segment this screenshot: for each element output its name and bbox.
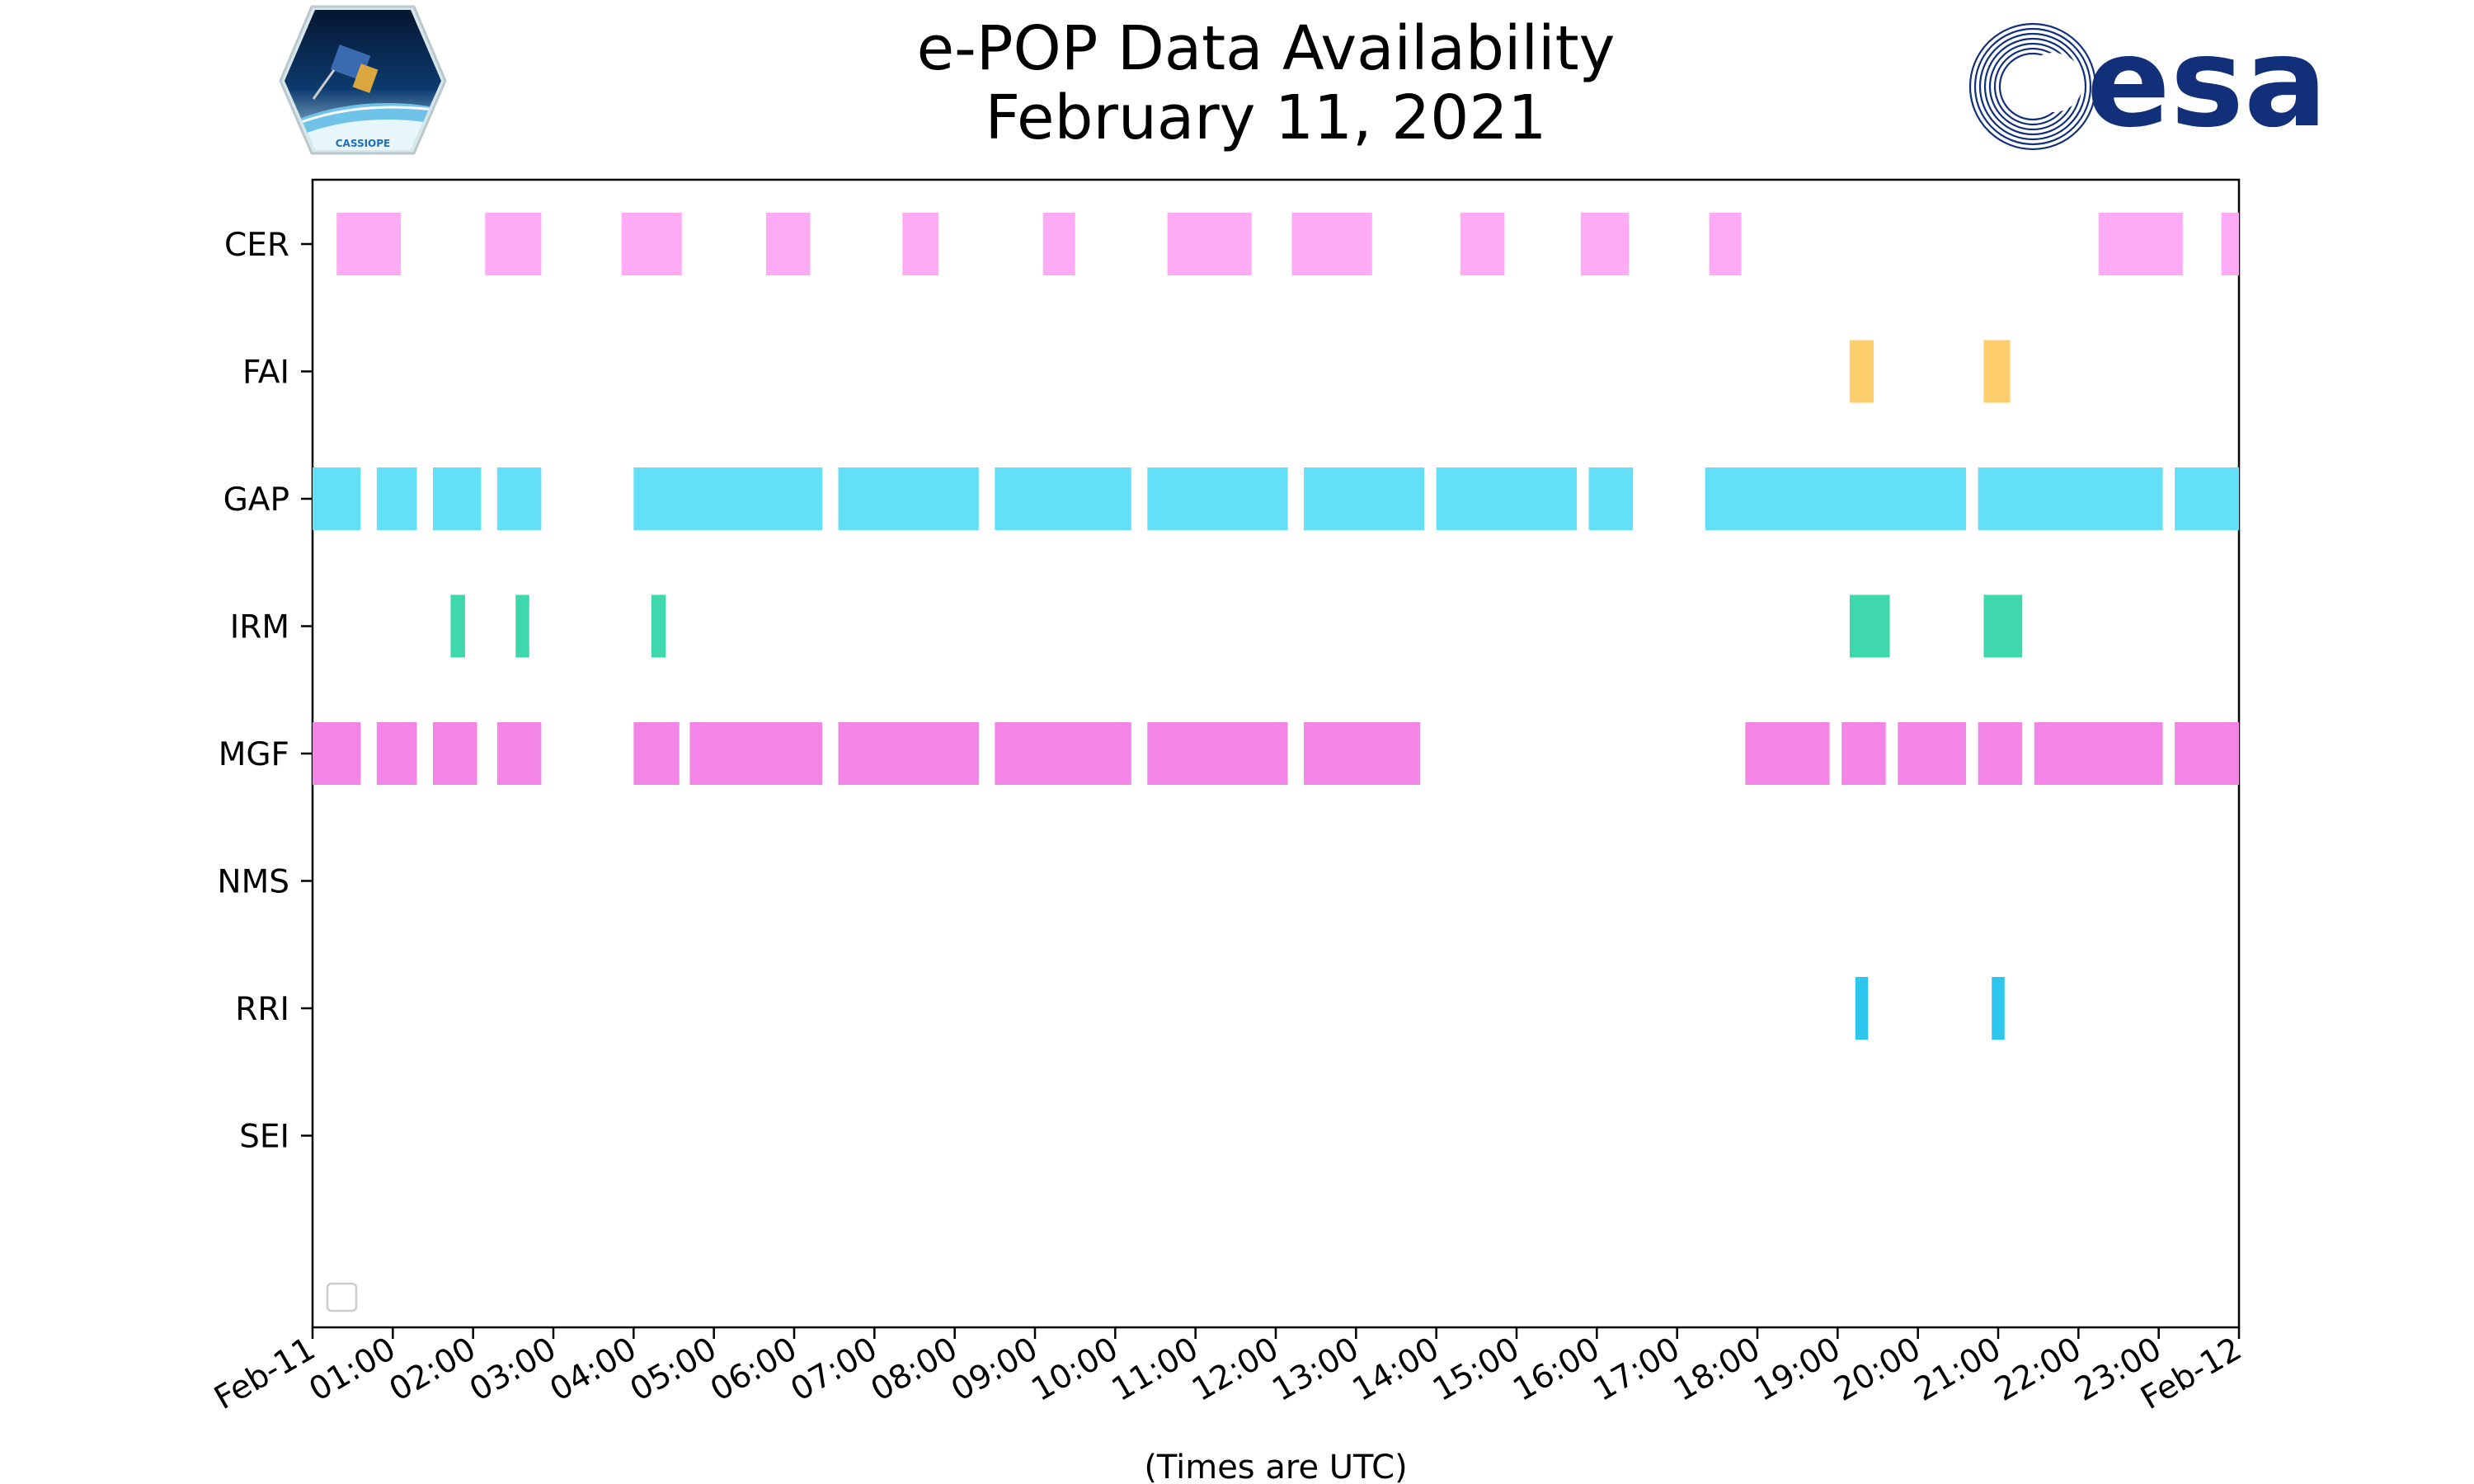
x-tick-label-8: 08:00 xyxy=(865,1331,964,1409)
bar-mgf-6 xyxy=(838,722,979,785)
bar-fai-1 xyxy=(1983,340,2011,403)
bar-cer-3 xyxy=(765,213,811,275)
bar-irm-4 xyxy=(1983,594,2023,658)
bar-cer-6 xyxy=(1167,213,1252,275)
x-tick-label-7: 07:00 xyxy=(784,1331,883,1409)
bar-cer-0 xyxy=(336,213,402,275)
bar-gap-4 xyxy=(633,467,823,530)
bar-cer-1 xyxy=(485,213,542,275)
y-tick-label-irm: IRM xyxy=(230,609,289,646)
bar-mgf-1 xyxy=(376,722,417,785)
x-tick-label-12: 12:00 xyxy=(1186,1331,1285,1409)
y-tick-label-sei: SEI xyxy=(239,1119,289,1156)
bar-mgf-13 xyxy=(1978,722,2023,785)
x-tick-label-14: 14:00 xyxy=(1347,1331,1446,1409)
bar-cer-4 xyxy=(902,213,939,275)
bar-gap-10 xyxy=(1588,467,1634,530)
bar-cer-9 xyxy=(1580,213,1630,275)
y-tick-label-nms: NMS xyxy=(217,864,289,901)
esa-logo-label: esa xyxy=(2086,12,2327,155)
chart-title: e-POP Data Availability xyxy=(917,13,1616,84)
bar-fai-0 xyxy=(1849,340,1874,403)
x-tick-label-6: 06:00 xyxy=(704,1331,803,1409)
x-tick-label-10: 10:00 xyxy=(1025,1331,1124,1409)
bars-layer xyxy=(313,213,2239,1040)
bar-gap-6 xyxy=(995,467,1131,530)
bar-mgf-8 xyxy=(1147,722,1288,785)
bar-mgf-10 xyxy=(1745,722,1830,785)
bar-gap-9 xyxy=(1436,467,1577,530)
bar-mgf-7 xyxy=(995,722,1131,785)
bar-cer-12 xyxy=(2221,213,2239,275)
bar-mgf-3 xyxy=(496,722,542,785)
bar-cer-11 xyxy=(2098,213,2183,275)
x-tick-label-13: 13:00 xyxy=(1266,1331,1365,1409)
x-tick-label-21: 21:00 xyxy=(1908,1331,2007,1409)
x-tick-label-17: 17:00 xyxy=(1587,1331,1686,1409)
x-tick-label-18: 18:00 xyxy=(1667,1331,1766,1409)
y-tick-label-rri: RRI xyxy=(235,991,289,1028)
x-tick-label-0: Feb-11 xyxy=(209,1331,322,1417)
x-axis-label: (Times are UTC) xyxy=(1144,1449,1407,1484)
y-tick-label-cer: CER xyxy=(224,227,289,264)
x-tick-label-4: 04:00 xyxy=(543,1331,642,1409)
bar-mgf-5 xyxy=(689,722,823,785)
bar-gap-5 xyxy=(838,467,979,530)
bar-gap-0 xyxy=(313,467,361,530)
bar-mgf-2 xyxy=(433,722,477,785)
cassiope-logo: CASSIOPE xyxy=(279,5,447,155)
bar-mgf-12 xyxy=(1898,722,1967,785)
y-tick-label-fai: FAI xyxy=(242,355,289,392)
x-tick-label-11: 11:00 xyxy=(1106,1331,1205,1409)
bar-gap-8 xyxy=(1304,467,1425,530)
bar-irm-0 xyxy=(450,594,465,658)
bar-cer-2 xyxy=(621,213,682,275)
x-tick-label-16: 16:00 xyxy=(1507,1331,1606,1409)
bar-gap-3 xyxy=(496,467,542,530)
bar-mgf-15 xyxy=(2175,722,2239,785)
legend-box xyxy=(326,1282,358,1313)
x-tick-label-9: 09:00 xyxy=(945,1331,1044,1409)
y-tick-label-gap: GAP xyxy=(223,481,289,519)
bar-gap-2 xyxy=(433,467,482,530)
bar-mgf-0 xyxy=(313,722,361,785)
bar-mgf-9 xyxy=(1304,722,1421,785)
bar-irm-2 xyxy=(651,594,666,658)
bar-gap-12 xyxy=(1978,467,2163,530)
x-tick-label-15: 15:00 xyxy=(1427,1331,1526,1409)
bar-cer-10 xyxy=(1709,213,1742,275)
y-axis: CER FAI GAP IRM MGF NMS RRI SEI xyxy=(217,227,313,1156)
y-tick-label-mgf: MGF xyxy=(219,736,289,773)
bar-cer-7 xyxy=(1291,213,1372,275)
x-tick-label-19: 19:00 xyxy=(1747,1331,1846,1409)
bar-rri-0 xyxy=(1855,977,1869,1040)
bar-cer-8 xyxy=(1460,213,1505,275)
x-axis: Feb-1101:0002:0003:0004:0005:0006:0007:0… xyxy=(209,1327,2248,1417)
bar-cer-5 xyxy=(1042,213,1075,275)
x-tick-label-2: 02:00 xyxy=(383,1331,482,1409)
bar-gap-11 xyxy=(1705,467,1967,530)
bar-gap-1 xyxy=(376,467,417,530)
x-tick-label-1: 01:00 xyxy=(303,1331,402,1409)
bar-rri-1 xyxy=(1992,977,2005,1040)
bar-gap-13 xyxy=(2175,467,2239,530)
chart-subtitle: February 11, 2021 xyxy=(985,82,1547,153)
x-tick-label-3: 03:00 xyxy=(463,1331,562,1409)
bar-mgf-4 xyxy=(633,722,680,785)
x-tick-label-20: 20:00 xyxy=(1828,1331,1927,1409)
x-tick-label-5: 05:00 xyxy=(624,1331,723,1409)
bar-irm-3 xyxy=(1849,594,1890,658)
bar-gap-7 xyxy=(1147,467,1288,530)
bar-mgf-14 xyxy=(2034,722,2163,785)
bar-mgf-11 xyxy=(1841,722,1886,785)
cassiope-logo-label: CASSIOPE xyxy=(336,138,391,149)
esa-logo: esa xyxy=(1968,12,2327,155)
bar-irm-1 xyxy=(515,594,529,658)
x-tick-label-22: 22:00 xyxy=(1988,1331,2087,1409)
